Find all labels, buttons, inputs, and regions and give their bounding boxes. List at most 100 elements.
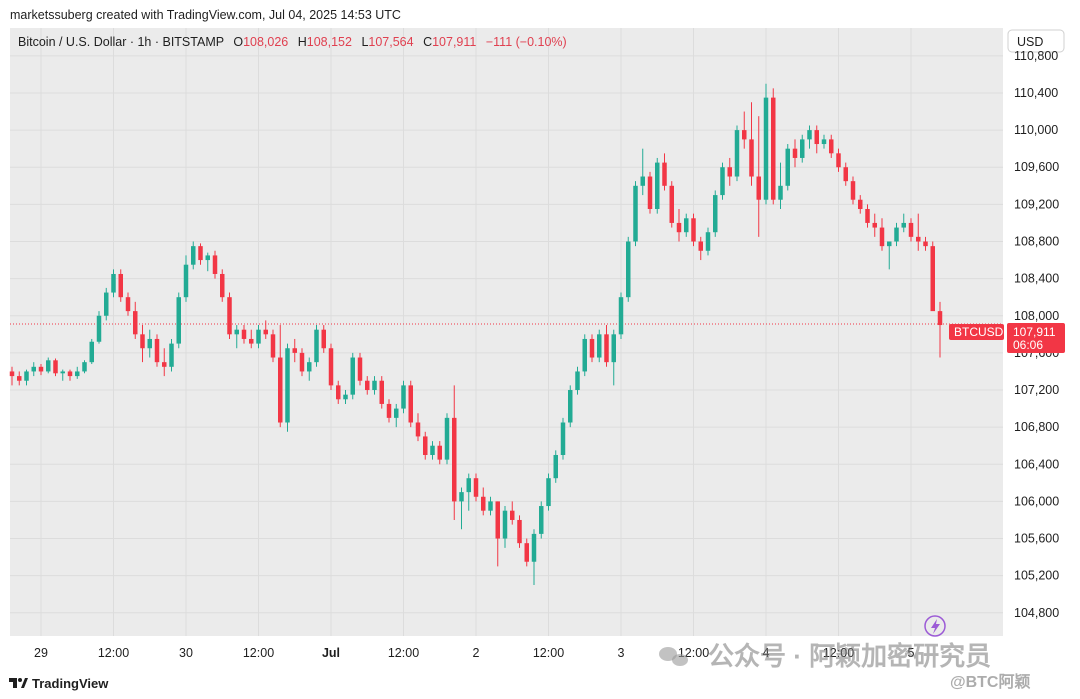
watermark-handle: @BTC阿颖 bbox=[950, 672, 1031, 691]
candle-body bbox=[408, 385, 413, 423]
candle-body bbox=[575, 371, 580, 391]
candle bbox=[415, 413, 421, 442]
candle-body bbox=[887, 241, 892, 247]
candle bbox=[640, 148, 645, 196]
candle-body bbox=[394, 408, 399, 418]
candle bbox=[53, 358, 58, 377]
watermark-text: 公众号 · 阿颖加密研究员 bbox=[708, 641, 991, 671]
candle-body bbox=[669, 185, 674, 223]
candle bbox=[220, 269, 225, 302]
candle-body bbox=[901, 222, 906, 228]
tv-logo-icon bbox=[9, 678, 28, 688]
candle bbox=[937, 301, 943, 358]
candle bbox=[365, 376, 370, 395]
y-tick-label: 107,200 bbox=[1014, 383, 1059, 397]
candle bbox=[17, 371, 22, 386]
candle-body bbox=[850, 181, 856, 200]
candle bbox=[256, 325, 261, 349]
candle bbox=[510, 501, 515, 525]
candle-body bbox=[763, 97, 769, 200]
candle-body bbox=[379, 380, 384, 404]
candle bbox=[379, 376, 384, 409]
x-tick-label: 12:00 bbox=[243, 646, 274, 660]
candle-body bbox=[147, 338, 152, 349]
candle-body bbox=[517, 519, 522, 544]
candle-body bbox=[589, 338, 595, 358]
candle bbox=[865, 204, 870, 228]
candle-body bbox=[879, 227, 885, 247]
candle bbox=[618, 292, 624, 339]
candle bbox=[205, 252, 210, 272]
candle bbox=[633, 181, 638, 247]
candle bbox=[582, 334, 587, 377]
x-tick-label: 2 bbox=[473, 646, 480, 660]
candle-body bbox=[742, 130, 747, 140]
countdown-label: 06:06 bbox=[1013, 338, 1043, 352]
candle-body bbox=[633, 185, 638, 242]
close-label: C bbox=[423, 35, 432, 49]
candle bbox=[321, 325, 326, 353]
tradingview-logo[interactable]: TradingView bbox=[9, 676, 109, 691]
candle bbox=[343, 390, 348, 404]
candle bbox=[198, 243, 203, 265]
candle bbox=[75, 366, 80, 379]
candle bbox=[118, 269, 123, 302]
candle-body bbox=[459, 492, 464, 502]
candle bbox=[31, 362, 36, 377]
candle-body bbox=[104, 292, 109, 316]
candle bbox=[111, 269, 116, 298]
candle bbox=[133, 301, 138, 339]
currency-button[interactable]: USD bbox=[1007, 29, 1065, 53]
candle bbox=[140, 325, 145, 363]
candle-body bbox=[749, 139, 754, 177]
candle-body bbox=[618, 297, 624, 335]
x-tick-label: 30 bbox=[179, 646, 193, 660]
y-tick-label: 106,000 bbox=[1014, 494, 1059, 508]
candle-body bbox=[481, 496, 486, 511]
grid-lines bbox=[10, 28, 1003, 636]
y-tick-label: 108,400 bbox=[1014, 272, 1059, 286]
candle-body bbox=[314, 329, 319, 363]
candle bbox=[916, 213, 921, 251]
ohlc-legend: Bitcoin / U.S. Dollar · 1h · BITSTAMP O1… bbox=[18, 35, 567, 49]
candle-body bbox=[807, 130, 812, 140]
candle-body bbox=[401, 385, 406, 409]
candle-body bbox=[9, 371, 15, 377]
candle bbox=[749, 102, 754, 186]
candle bbox=[771, 88, 776, 205]
candle-body bbox=[771, 97, 776, 200]
y-tick-label: 110,000 bbox=[1014, 123, 1058, 137]
candle-body bbox=[46, 360, 51, 372]
candle bbox=[684, 213, 689, 237]
candle-body bbox=[604, 334, 609, 363]
candle-body bbox=[800, 139, 805, 158]
candle bbox=[169, 338, 174, 372]
candle bbox=[814, 125, 819, 154]
candle-body bbox=[17, 376, 22, 381]
tv-brand: TradingView bbox=[32, 676, 109, 691]
candle-body bbox=[133, 311, 138, 335]
candle bbox=[67, 369, 73, 381]
candle-body bbox=[372, 380, 377, 391]
candle bbox=[372, 376, 377, 395]
candle bbox=[611, 329, 616, 386]
candle-body bbox=[676, 222, 682, 233]
x-tick-label: 29 bbox=[34, 646, 48, 660]
y-tick-label: 108,800 bbox=[1014, 234, 1059, 248]
candle-body bbox=[923, 241, 928, 247]
candle bbox=[836, 148, 841, 172]
candle-body bbox=[546, 478, 551, 507]
candle-body bbox=[125, 297, 131, 312]
credit-text: marketssuberg created with TradingView.c… bbox=[10, 8, 401, 22]
candle bbox=[60, 369, 65, 381]
ticker-badge bbox=[949, 324, 1004, 340]
y-tick-label: 110,800 bbox=[1014, 49, 1058, 63]
y-tick-label: 106,800 bbox=[1014, 420, 1059, 434]
price-badge bbox=[1007, 323, 1065, 353]
candle bbox=[734, 125, 740, 182]
candle bbox=[495, 501, 500, 567]
candle bbox=[437, 441, 442, 465]
candle bbox=[691, 213, 696, 247]
candle-body bbox=[154, 338, 160, 363]
lightning-icon[interactable] bbox=[924, 615, 946, 637]
